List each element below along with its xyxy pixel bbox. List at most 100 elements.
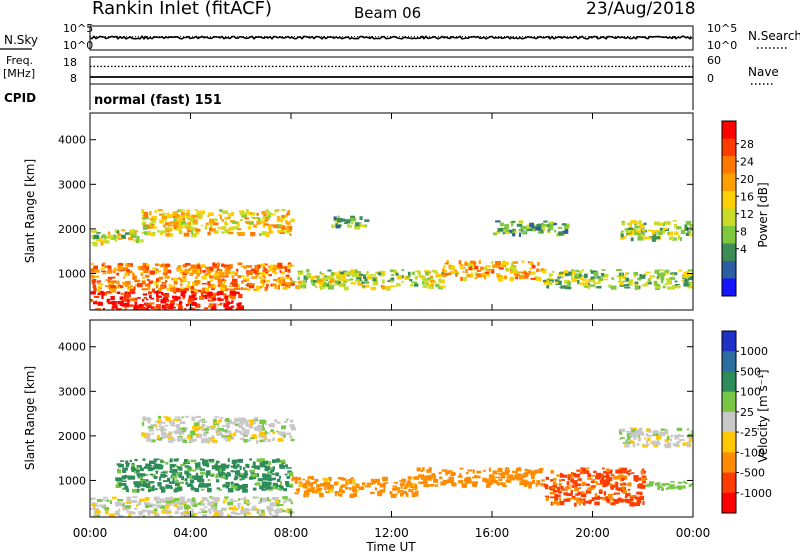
velocity-echo-cell (208, 458, 215, 462)
velocity-echo-cell (532, 472, 536, 476)
power-echo-cell (638, 233, 642, 237)
velocity-echo-cell (292, 476, 298, 479)
velocity-echo-cell (227, 488, 234, 493)
velocity-echo-cell (488, 467, 491, 472)
power-echo-cell (185, 225, 191, 230)
power-echo-cell (285, 274, 290, 277)
power-echo-cell (205, 287, 210, 292)
power-echo-cell (237, 275, 242, 279)
velocity-echo-cell (690, 430, 693, 434)
power-echo-cell (140, 266, 144, 271)
velocity-echo-cell (615, 481, 619, 487)
power-echo-cell (525, 274, 530, 277)
colorbar-tick-label: 1000 (740, 345, 768, 358)
velocity-echo-cell (251, 465, 257, 469)
velocity-echo-cell (216, 432, 222, 436)
power-echo-cell (564, 273, 569, 277)
power-echo-cell (220, 275, 226, 278)
power-echo-cell (202, 270, 207, 273)
velocity-echo-cell (636, 491, 642, 495)
power-echo-cell (120, 285, 124, 289)
power-echo-cell (209, 218, 215, 224)
velocity-echo-cell (412, 488, 417, 490)
velocity-echo-cell (289, 483, 294, 488)
velocity-echo-cell (411, 493, 417, 498)
power-echo-cell (116, 286, 123, 289)
velocity-echo-cell (147, 510, 152, 514)
power-echo-cell (684, 226, 689, 231)
power-echo-cell (203, 294, 208, 297)
power-echo-cell (158, 276, 163, 280)
power-echo-cell (364, 277, 368, 282)
velocity-echo-cell (611, 497, 614, 501)
velocity-echo-cell (687, 434, 693, 439)
power-echo-cell (228, 285, 233, 287)
power-echo-cell (116, 230, 120, 234)
velocity-echo-cell (215, 475, 218, 479)
power-echo-cell (356, 277, 362, 281)
velocity-echo-cell (172, 425, 178, 427)
power-echo-cell (236, 287, 241, 290)
power-echo-cell (131, 292, 136, 294)
power-echo-cell (207, 295, 212, 299)
power-echo-cell (171, 295, 178, 299)
velocity-echo-cell (176, 424, 180, 429)
velocity-echo-cell (530, 474, 535, 477)
power-echo-cell (227, 306, 233, 310)
velocity-echo-cell (125, 488, 129, 493)
power-echo-cell (209, 275, 214, 279)
power-echo-cell (211, 288, 215, 290)
velocity-echo-cell (215, 428, 219, 431)
power-echo-cell (245, 220, 251, 224)
velocity-echo-cell (267, 471, 270, 476)
power-echo-cell (97, 288, 101, 293)
velocity-echo-cell (541, 483, 546, 486)
power-echo-cell (144, 231, 150, 235)
velocity-echo-cell (109, 500, 112, 505)
velocity-echo-cell (405, 483, 409, 488)
velocity-echo-cell (622, 482, 626, 485)
power-echo-cell (125, 293, 130, 298)
velocity-echo-cell (596, 483, 602, 485)
velocity-echo-cell (159, 486, 165, 490)
velocity-echo-cell (221, 435, 227, 439)
velocity-echo-cell (118, 508, 121, 512)
power-echo-cell (204, 307, 208, 310)
velocity-echo-cell (227, 458, 230, 463)
velocity-echo-cell (353, 492, 358, 497)
power-echo-cell (182, 276, 187, 279)
velocity-echo-cell (395, 487, 400, 491)
power-echo-cell (366, 275, 372, 280)
power-echo-cell (239, 307, 242, 310)
power-echo-cell (126, 272, 131, 276)
velocity-echo-cell (207, 440, 210, 444)
velocity-echo-cell (536, 480, 540, 482)
power-echo-cell (126, 298, 130, 303)
velocity-echo-cell (235, 417, 241, 422)
velocity-echo-cell (286, 508, 293, 513)
velocity-echo-cell (184, 465, 190, 468)
velocity-echo-cell (316, 487, 321, 491)
velocity-echo-cell (143, 466, 148, 469)
velocity-echo-cell (210, 425, 217, 429)
velocity-echo-cell (604, 483, 609, 487)
power-echo-cell (426, 271, 431, 274)
power-echo-cell (460, 266, 465, 270)
power-echo-cell (672, 220, 677, 222)
colorbar-segment (722, 278, 736, 297)
power-echo-cell (159, 213, 164, 216)
power-echo-cell (141, 221, 147, 226)
power-echo-cell (449, 270, 455, 274)
power-echo-cell (277, 215, 280, 220)
velocity-echo-cell (635, 429, 641, 433)
velocity-echo-cell (157, 466, 163, 469)
velocity-echo-cell (219, 416, 224, 419)
velocity-echo-cell (244, 486, 247, 489)
velocity-echo-cell (201, 440, 207, 444)
power-echo-cell (656, 277, 659, 281)
velocity-echo-cell (645, 484, 650, 487)
velocity-echo-cell (619, 438, 622, 440)
power-echo-cell (161, 304, 167, 309)
power-echo-cell (280, 229, 285, 234)
velocity-echo-cell (168, 431, 172, 437)
